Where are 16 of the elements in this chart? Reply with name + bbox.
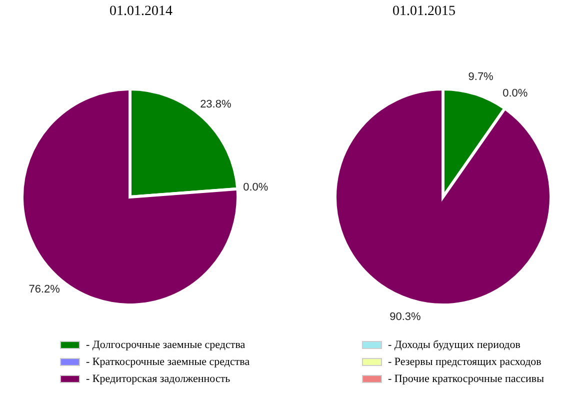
- data-label: 23.8%: [200, 98, 232, 111]
- legend-label: - Кредиторская задолженность: [86, 372, 230, 384]
- data-label: 9.7%: [468, 70, 494, 83]
- legend-label: - Доходы будущих периодов: [388, 338, 520, 350]
- text: 0.0%: [243, 182, 268, 194]
- pie-slice: [334, 88, 552, 306]
- chart-title: 01.01.2015: [392, 4, 456, 20]
- legend-label: - Прочие краткосрочные пассивы: [388, 372, 544, 384]
- chart-title: 01.01.2014: [108, 4, 174, 20]
- text: 0.0%: [502, 88, 528, 100]
- data-label: 90.3%: [390, 311, 422, 324]
- data-label: 76.2%: [28, 283, 60, 296]
- pie-slice: [20, 88, 240, 306]
- legend-label: - Резервы предстоящих расходов: [388, 356, 542, 368]
- legend-label: - Долгосрочные заемные средства: [86, 338, 246, 350]
- legend-label: - Краткосрочные заемные средства: [86, 356, 250, 368]
